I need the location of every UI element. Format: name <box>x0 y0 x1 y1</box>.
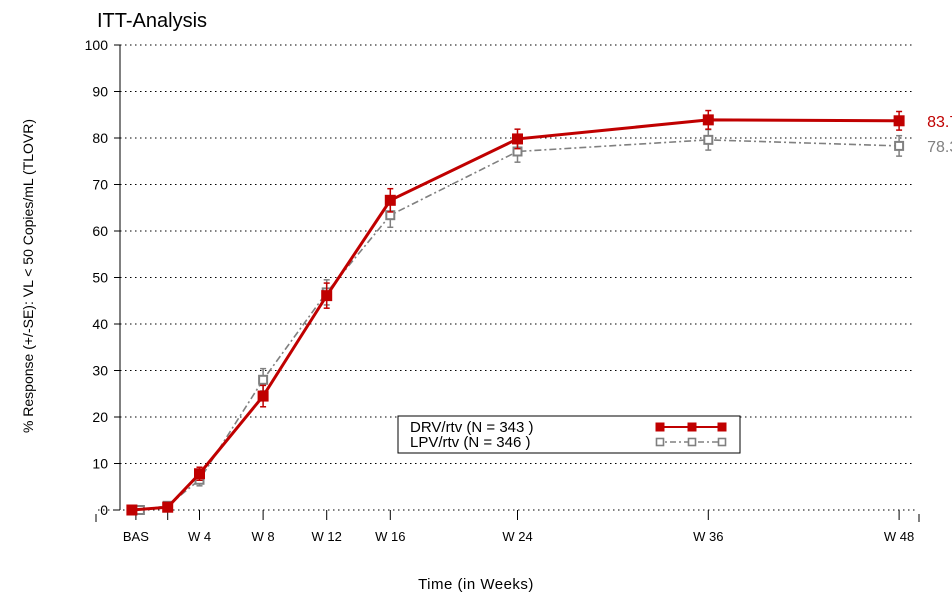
series-lpv-rtv <box>134 128 905 515</box>
legend-label: LPV/rtv (N = 346 ) <box>410 434 530 451</box>
data-point <box>321 290 333 302</box>
legend-label: DRV/rtv (N = 343 ) <box>410 419 534 436</box>
data-point <box>894 140 905 151</box>
x-tick-label: W 12 <box>312 529 342 544</box>
data-point <box>257 390 269 402</box>
y-tick-label: 20 <box>92 409 108 425</box>
legend-marker <box>655 437 665 447</box>
x-axis-label: Time (in Weeks) <box>418 576 534 593</box>
end-value-label: 83.7 % <box>927 114 952 131</box>
x-tick-label: W 4 <box>188 529 211 544</box>
y-tick-label: 90 <box>92 84 108 100</box>
y-tick-label: 50 <box>92 270 108 286</box>
x-tick-label: W 36 <box>693 529 723 544</box>
data-point <box>703 134 714 145</box>
y-tick-label: 100 <box>85 37 109 53</box>
x-tick-label: W 48 <box>884 529 914 544</box>
legend-marker <box>717 422 727 432</box>
data-point <box>162 501 174 513</box>
y-tick-label: 60 <box>92 223 108 239</box>
chart-title: ITT-Analysis <box>97 10 208 32</box>
data-point <box>512 133 523 145</box>
end-value-label: 78.3 % <box>927 139 952 156</box>
series-line <box>139 139 900 511</box>
series-drv-rtv <box>126 109 905 516</box>
data-point <box>258 374 269 385</box>
legend-marker <box>655 422 665 432</box>
legend: DRV/rtv (N = 343 )LPV/rtv (N = 346 ) <box>397 415 741 454</box>
x-tick-label: W 8 <box>252 529 275 544</box>
legend-marker <box>717 437 727 447</box>
y-tick-label: 40 <box>92 316 108 332</box>
y-tick-label: 80 <box>92 130 108 146</box>
x-tick-label: W 24 <box>502 529 532 544</box>
x-tick-label: W 16 <box>375 529 405 544</box>
x-tick-label: BAS <box>123 529 149 544</box>
legend-box <box>397 415 741 454</box>
y-tick-label: 70 <box>92 177 108 193</box>
y-tick-label: 30 <box>92 363 108 379</box>
y-tick-label: 10 <box>92 456 108 472</box>
legend-marker <box>687 437 697 447</box>
data-point <box>702 114 714 126</box>
data-point <box>126 504 138 516</box>
data-point <box>194 468 205 480</box>
data-point <box>893 115 905 127</box>
data-point <box>384 194 396 206</box>
legend-marker <box>687 422 697 432</box>
